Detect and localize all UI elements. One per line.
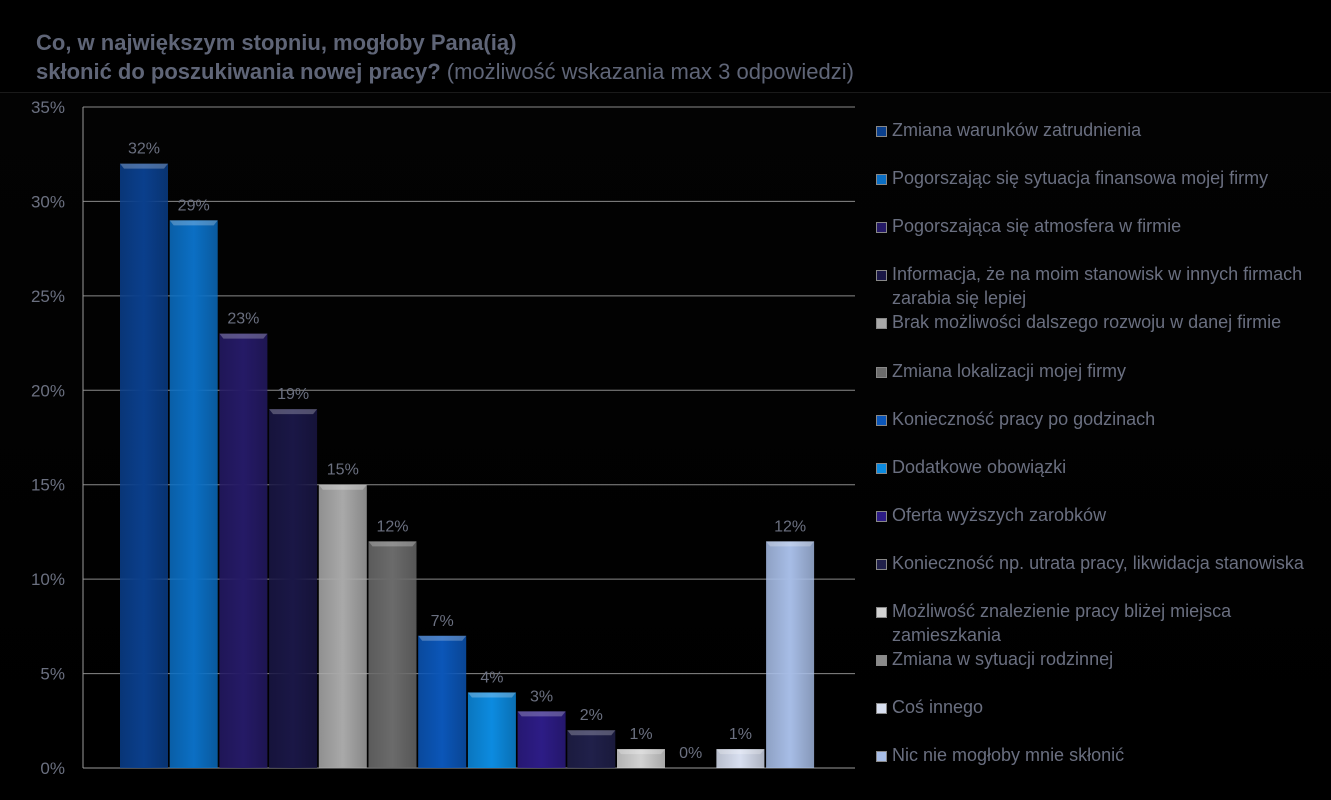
legend-marker: [876, 270, 887, 282]
data-label: 32%: [128, 141, 160, 158]
legend-marker: [876, 366, 887, 378]
data-label: 4%: [480, 669, 503, 686]
legend-label: Dodatkowe obowiązki: [892, 456, 1067, 477]
bar: [169, 220, 218, 769]
bar-bevel: [219, 333, 268, 339]
legend-marker: [876, 222, 887, 234]
legend-label: Konieczność pracy po godzinach: [892, 408, 1156, 429]
data-label: 19%: [277, 386, 309, 403]
bar: [368, 541, 417, 768]
bar: [467, 692, 516, 768]
legend-marker: [876, 558, 887, 570]
data-label: 12%: [376, 518, 408, 535]
y-tick-label: 35%: [31, 98, 65, 117]
bar-bevel: [567, 730, 616, 736]
y-tick-label: 5%: [40, 665, 65, 684]
bar: [120, 163, 168, 768]
bar-bevel: [120, 163, 168, 169]
bar: [219, 333, 268, 768]
legend-label: Oferta wyższych zarobków: [892, 504, 1107, 525]
legend-label: Nic nie mogłoby mnie skłonić: [892, 745, 1125, 766]
data-label: 0%: [679, 745, 702, 762]
title-line-1: Co, w największym stopniu, mogłoby Pana(…: [36, 30, 517, 55]
legend-label: Możliwość znalezienie pracy bliżej miejs…: [892, 601, 1232, 645]
data-label: 29%: [178, 197, 210, 214]
y-tick-label: 0%: [40, 759, 65, 778]
legend-label: Zmiana lokalizacji mojej firmy: [892, 360, 1127, 381]
legend-marker: [876, 414, 887, 426]
data-label: 2%: [580, 707, 603, 724]
bar-bevel: [467, 692, 516, 698]
data-label: 12%: [774, 518, 806, 535]
y-tick-label: 15%: [31, 476, 65, 495]
y-tick-label: 30%: [31, 192, 65, 211]
bar-bevel: [766, 541, 815, 547]
legend-marker: [876, 510, 887, 522]
bar: [269, 409, 318, 768]
bar: [716, 749, 765, 768]
bar-bevel: [169, 220, 218, 226]
data-label: 3%: [530, 688, 553, 705]
bar-bevel: [617, 749, 665, 755]
legend-marker: [876, 607, 887, 618]
title-line-2-note: (możliwość wskazania max 3 odpowiedzi): [440, 59, 854, 84]
legend-label: Konieczność np. utrata pracy, likwidacja…: [892, 552, 1304, 573]
data-label: 7%: [431, 613, 454, 630]
legend-marker: [876, 318, 887, 330]
bar-bevel: [517, 711, 566, 717]
title-line-2: skłonić do poszukiwania nowej pracy?: [36, 59, 441, 84]
legend-marker: [876, 751, 887, 763]
bar: [617, 749, 665, 768]
legend-label: Pogorszając się sytuacja finansowa mojej…: [892, 168, 1269, 189]
data-label: 15%: [327, 462, 359, 479]
bar-bevel: [368, 541, 417, 547]
bar-bevel: [418, 635, 467, 641]
legend-marker: [876, 174, 887, 186]
legend-marker: [876, 703, 887, 715]
bar: [766, 541, 815, 768]
bar: [418, 635, 467, 768]
y-tick-label: 25%: [31, 287, 65, 306]
bar: [517, 711, 566, 768]
chart-title: Co, w największym stopniu, mogłoby Pana(…: [36, 28, 1036, 86]
legend-label: Pogorszająca się atmosfera w firmie: [892, 216, 1182, 237]
legend-label: Zmiana warunków zatrudnienia: [892, 120, 1142, 140]
legend-marker: [876, 126, 887, 137]
y-tick-label: 20%: [31, 381, 65, 400]
bar: [318, 484, 367, 768]
bar-bevel: [269, 409, 318, 415]
bar-bevel: [318, 484, 367, 490]
bar: [567, 730, 616, 768]
legend-marker: [876, 462, 887, 474]
y-tick-label: 10%: [31, 570, 65, 589]
legend-label: Informacja, że na moim stanowisk w innyc…: [892, 264, 1303, 309]
legend-label: Zmiana w sytuacji rodzinnej: [892, 649, 1114, 670]
data-label: 1%: [629, 726, 652, 743]
data-label: 1%: [729, 726, 752, 743]
data-label: 23%: [227, 311, 259, 328]
bar-bevel: [716, 749, 765, 755]
legend-marker: [876, 655, 887, 667]
legend-label: Coś innego: [892, 697, 984, 718]
legend-label: Brak możliwości dalszego rozwoju w danej…: [892, 312, 1282, 333]
